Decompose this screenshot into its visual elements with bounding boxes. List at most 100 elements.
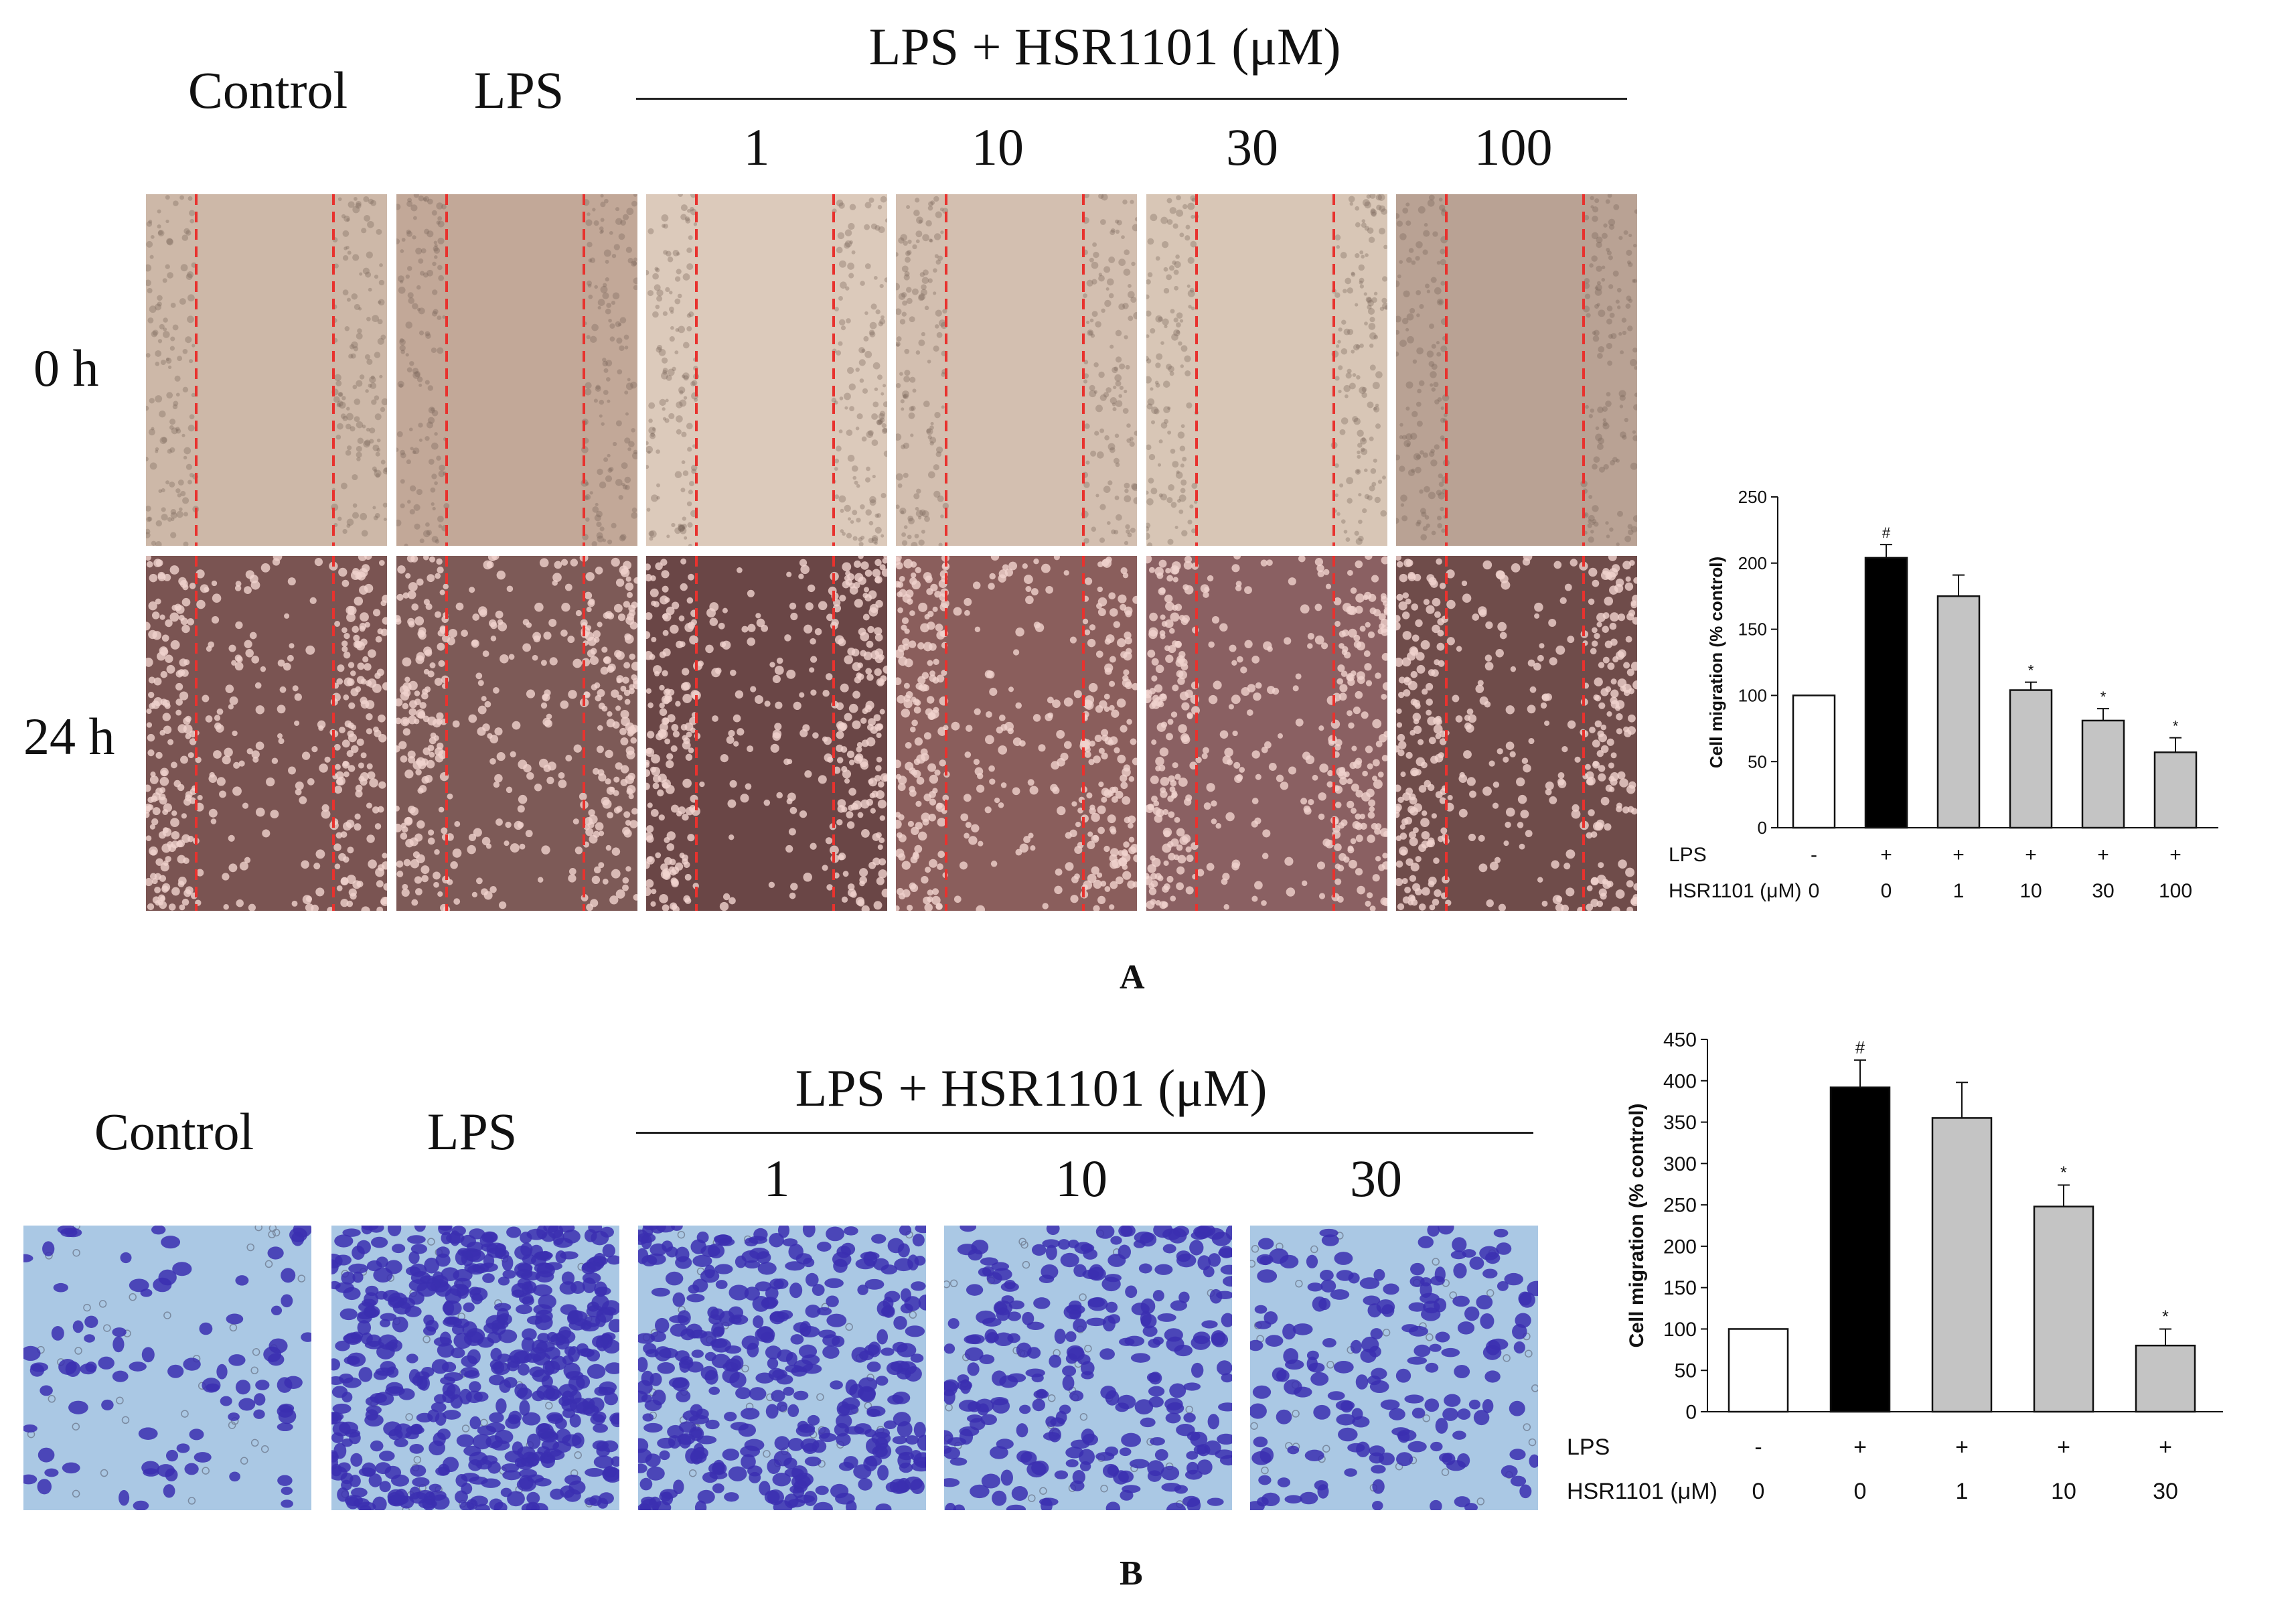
lps-sign: + [1955, 1435, 1969, 1460]
bar [2153, 751, 2198, 829]
y-tick-label: 400 [1663, 1070, 1697, 1092]
panel-a-micrograph-24h-1 [146, 556, 387, 911]
panel-a-dose-100: 100 [1474, 118, 1553, 176]
bar [2081, 719, 2125, 829]
y-tick-label: 50 [1675, 1360, 1697, 1382]
dose-label: 1 [1953, 880, 1965, 902]
y-tick-label: 100 [1738, 686, 1767, 706]
panel-a-micrograph-24h-3 [646, 556, 887, 911]
panel-b-header-lps: LPS [427, 1102, 518, 1161]
lps-sign: + [2169, 844, 2182, 866]
bar [1829, 1086, 1891, 1413]
row-label-lps: LPS [1567, 1435, 1610, 1460]
panel-a-micrograph-24h-5 [1146, 556, 1387, 911]
y-axis-label: Cell migration (% control) [1626, 1103, 1648, 1347]
y-tick-label: 0 [1758, 818, 1767, 838]
panel-a-micrograph-0h-4 [896, 194, 1137, 546]
dose-label: 1 [1956, 1479, 1969, 1504]
panel-b-letter: B [1120, 1554, 1143, 1593]
panel-a-micrograph-0h-2 [396, 194, 637, 546]
y-tick-label: 350 [1663, 1112, 1697, 1134]
y-tick-label: 150 [1663, 1277, 1697, 1299]
panel-b-group-underline [636, 1132, 1533, 1134]
panel-a-time-24h: 24 h [23, 707, 115, 765]
significance-marker: * [2173, 718, 2179, 735]
dose-label: 0 [1809, 880, 1820, 902]
y-tick-label: 450 [1663, 1029, 1697, 1051]
y-tick-label: 300 [1663, 1153, 1697, 1175]
y-tick-label: 0 [1685, 1402, 1697, 1424]
dose-label: 0 [1881, 880, 1892, 902]
panel-b-header-control: Control [94, 1102, 254, 1161]
y-tick-label: 250 [1738, 487, 1767, 507]
y-tick-label: 200 [1663, 1236, 1697, 1258]
panel-a-letter: A [1120, 958, 1145, 997]
significance-marker: * [2028, 662, 2034, 679]
panel-a-time-0h: 0 h [33, 339, 99, 397]
lps-sign: - [1754, 1435, 1762, 1460]
lps-sign: + [2097, 844, 2109, 866]
bar [1728, 1328, 1789, 1413]
panel-b-dose-10: 10 [1055, 1149, 1107, 1207]
row-label-lps: LPS [1669, 844, 1707, 866]
panel-b-header-group: LPS + HSR1101 (μM) [795, 1059, 1268, 1117]
y-tick-label: 50 [1748, 751, 1767, 772]
panel-a-dose-1: 1 [743, 118, 770, 176]
panel-a-micrograph-24h-6 [1396, 556, 1637, 911]
lps-sign: + [1853, 1435, 1867, 1460]
bar [2135, 1344, 2196, 1413]
lps-sign: - [1811, 844, 1817, 866]
panel-b-micrograph-4 [944, 1226, 1232, 1510]
panel-b-micrograph-5 [1250, 1226, 1538, 1510]
lps-sign: + [1953, 844, 1965, 866]
row-label-dose: HSR1101 (μM) [1567, 1479, 1717, 1504]
dose-label: 30 [2092, 880, 2114, 902]
bar [1792, 694, 1836, 829]
panel-b-dose-30: 30 [1350, 1149, 1402, 1207]
panel-a-micrograph-0h-1 [146, 194, 387, 546]
panel-b-micrograph-2 [331, 1226, 619, 1510]
panel-b-micrograph-1 [23, 1226, 311, 1510]
bar [1864, 557, 1908, 829]
panel-a-micrograph-0h-6 [1396, 194, 1637, 546]
bar [1931, 1117, 1993, 1413]
panel-a-group-underline [636, 98, 1627, 100]
panel-b-micrograph-3 [638, 1226, 926, 1510]
significance-marker: # [1882, 524, 1891, 541]
lps-sign: + [2159, 1435, 2172, 1460]
y-axis-label: Cell migration (% control) [1706, 557, 1726, 768]
panel-a-dose-10: 10 [972, 118, 1024, 176]
dose-label: 100 [2159, 880, 2192, 902]
y-tick-label: 150 [1738, 619, 1767, 640]
panel-a-micrograph-0h-5 [1146, 194, 1387, 546]
dose-label: 30 [2153, 1479, 2178, 1504]
panel-a-micrograph-24h-2 [396, 556, 637, 911]
significance-marker: * [2060, 1163, 2067, 1182]
y-tick-label: 250 [1663, 1195, 1697, 1217]
lps-sign: + [2057, 1435, 2070, 1460]
panel-b-dose-1: 1 [763, 1149, 790, 1207]
lps-sign: + [2025, 844, 2037, 866]
significance-marker: * [2100, 688, 2107, 705]
significance-marker: * [2162, 1307, 2169, 1326]
panel-a-micrograph-0h-3 [646, 194, 887, 546]
panel-a-header-control: Control [187, 61, 348, 119]
panel-a-micrograph-24h-4 [896, 556, 1137, 911]
panel-a-header-lps: LPS [473, 61, 564, 119]
dose-label: 10 [2019, 880, 2042, 902]
y-tick-label: 100 [1663, 1319, 1697, 1341]
row-label-dose: HSR1101 (μM) [1669, 880, 1801, 902]
panel-a-dose-30: 30 [1226, 118, 1278, 176]
dose-label: 10 [2051, 1479, 2076, 1504]
bar [1936, 595, 1981, 829]
bar [2009, 689, 2053, 829]
bar [2033, 1205, 2094, 1413]
dose-label: 0 [1752, 1479, 1765, 1504]
significance-marker: # [1855, 1039, 1865, 1057]
dose-label: 0 [1854, 1479, 1867, 1504]
y-tick-label: 200 [1738, 553, 1767, 573]
panel-a-header-group: LPS + HSR1101 (μM) [868, 17, 1341, 76]
lps-sign: + [1880, 844, 1892, 866]
